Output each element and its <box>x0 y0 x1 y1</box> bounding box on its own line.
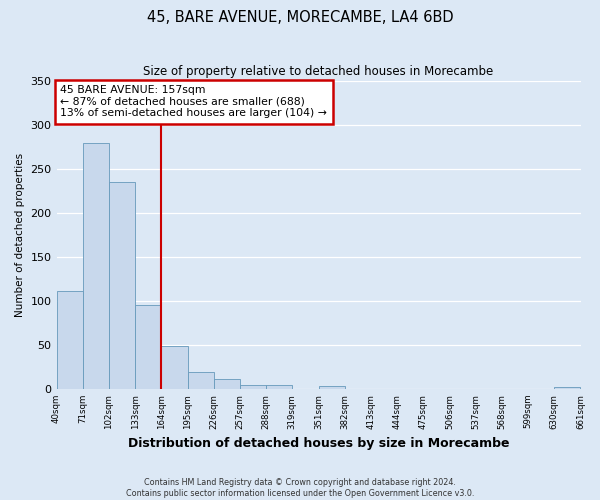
Bar <box>83 143 109 389</box>
Bar <box>188 372 214 389</box>
Text: 45 BARE AVENUE: 157sqm
← 87% of detached houses are smaller (688)
13% of semi-de: 45 BARE AVENUE: 157sqm ← 87% of detached… <box>61 85 328 118</box>
Bar <box>214 379 240 389</box>
Text: 45, BARE AVENUE, MORECAMBE, LA4 6BD: 45, BARE AVENUE, MORECAMBE, LA4 6BD <box>146 10 454 25</box>
Text: Contains HM Land Registry data © Crown copyright and database right 2024.
Contai: Contains HM Land Registry data © Crown c… <box>126 478 474 498</box>
X-axis label: Distribution of detached houses by size in Morecambe: Distribution of detached houses by size … <box>128 437 509 450</box>
Title: Size of property relative to detached houses in Morecambe: Size of property relative to detached ho… <box>143 65 494 78</box>
Bar <box>109 182 135 389</box>
Bar <box>266 384 292 389</box>
Y-axis label: Number of detached properties: Number of detached properties <box>15 152 25 317</box>
Bar <box>240 384 266 389</box>
Bar <box>135 305 161 389</box>
Bar <box>56 291 83 389</box>
Bar <box>319 386 345 389</box>
Bar <box>554 387 580 389</box>
Bar <box>161 346 188 389</box>
